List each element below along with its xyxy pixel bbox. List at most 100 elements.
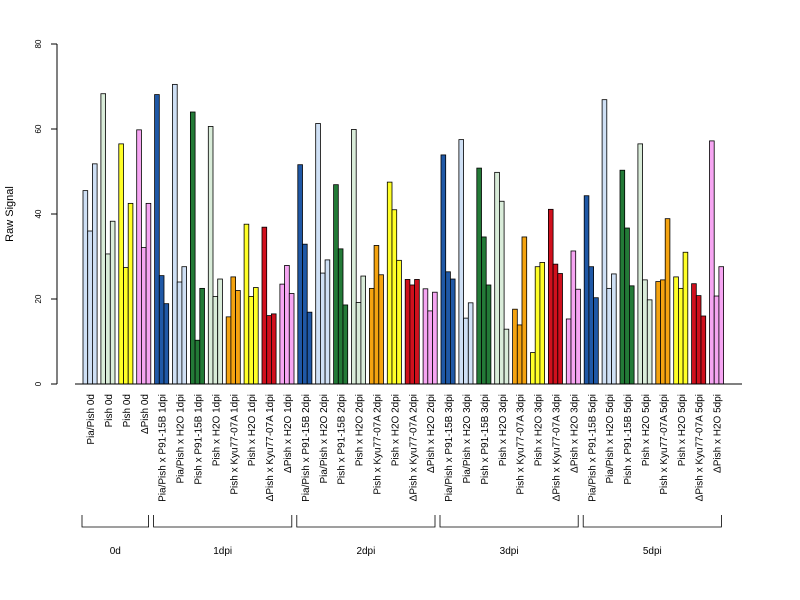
x-tick-label: ΔPish x Kyu77-07A 1dpi <box>265 394 276 501</box>
bar <box>606 287 612 385</box>
x-tick-label: Pish x H2O 5dpi <box>677 394 688 466</box>
bar <box>624 227 630 385</box>
bar <box>261 226 268 385</box>
bar <box>512 308 518 385</box>
x-tick-label: Pia/Pish 0d <box>86 394 97 445</box>
x-tick-label: ΔPish x H2O 1dpi <box>283 394 294 473</box>
y-tick-label: 40 <box>34 209 43 218</box>
bar <box>123 267 129 385</box>
bar <box>306 311 313 385</box>
group-label: 5dpi <box>643 546 662 557</box>
group-label: 3dpi <box>500 546 519 557</box>
bar <box>324 259 331 385</box>
bar <box>695 295 702 385</box>
x-tick-label: Pish 0d <box>122 394 133 427</box>
x-tick-label: ΔPish x H2O 5dpi <box>713 394 724 473</box>
group-bracket <box>153 515 293 528</box>
x-tick-label: Pia/Pish x H2O 3dpi <box>462 394 473 484</box>
bar <box>709 140 715 385</box>
bar <box>530 352 536 385</box>
bar <box>87 230 93 385</box>
bar <box>100 93 107 385</box>
bar <box>391 209 398 385</box>
x-tick-label: Pish x H2O 2dpi <box>355 394 366 466</box>
bar <box>284 265 290 385</box>
bar <box>422 288 429 385</box>
x-tick-label: Pia/Pish x P91-15B 1dpi <box>158 394 169 502</box>
bar <box>646 299 653 385</box>
bar <box>212 296 219 385</box>
x-tick-label: Pia/Pish x P91-15B 3dpi <box>444 394 455 502</box>
bar <box>145 202 152 385</box>
bar <box>481 236 487 385</box>
bar <box>565 318 572 385</box>
x-tick-label: ΔPish x H2O 2dpi <box>426 394 437 473</box>
bar <box>302 243 308 385</box>
x-tick-label: Pish 0d <box>104 394 115 427</box>
bar <box>427 310 433 385</box>
bar <box>664 218 671 385</box>
bar <box>449 278 456 385</box>
y-tick-label: 60 <box>34 124 43 133</box>
bar <box>629 285 635 385</box>
bar <box>678 287 684 385</box>
bar <box>172 83 178 385</box>
bar <box>601 99 608 385</box>
bar <box>342 304 349 385</box>
bar <box>189 111 196 385</box>
bar <box>288 293 295 385</box>
bar <box>337 248 344 385</box>
x-tick-label: Pia/Pish x H2O 5dpi <box>605 394 616 484</box>
bar <box>534 266 541 385</box>
x-tick-label: Pish x H2O 3dpi <box>534 394 545 466</box>
bar <box>136 129 142 385</box>
bar <box>118 143 124 385</box>
bar <box>588 266 595 385</box>
bar <box>485 284 492 385</box>
bar <box>458 139 464 385</box>
bar <box>432 291 438 385</box>
bar <box>92 163 98 385</box>
bar <box>181 266 187 385</box>
group-bracket <box>296 515 436 528</box>
x-tick-label: ΔPish x Kyu77-07A 3dpi <box>551 394 562 501</box>
bar <box>194 339 201 385</box>
bar <box>279 283 285 385</box>
bar <box>225 316 232 385</box>
x-tick-label: Pish x H2O 5dpi <box>641 394 652 466</box>
x-tick-label: Pish x H2O 1dpi <box>247 394 258 466</box>
y-axis: 0 20 40 60 80 <box>34 39 58 386</box>
bar <box>360 275 366 385</box>
bar <box>463 317 469 385</box>
group-label: 2dpi <box>356 546 375 557</box>
bar <box>154 94 160 385</box>
bar <box>552 263 559 385</box>
bar <box>521 236 528 385</box>
bar <box>355 301 362 385</box>
bar <box>445 271 451 385</box>
x-tick-label: Pish x Kyu77-07A 3dpi <box>516 394 527 495</box>
x-tick-label: ΔPish x Kyu77-07A 2dpi <box>408 394 419 501</box>
bar <box>660 279 666 385</box>
bar <box>494 171 500 385</box>
bar <box>498 200 505 385</box>
bar <box>619 169 626 385</box>
y-tick-label: 0 <box>34 381 43 386</box>
bar <box>440 154 447 385</box>
x-tick-label: Pish x P91-15B 2dpi <box>337 394 348 485</box>
bar <box>109 220 116 385</box>
bar <box>333 184 339 385</box>
bar <box>548 208 554 385</box>
bar <box>516 324 523 385</box>
group-bracket <box>439 515 579 528</box>
bar <box>682 251 689 385</box>
bar <box>368 287 375 385</box>
x-tick-label: Pish x Kyu77-07A 5dpi <box>659 394 670 495</box>
bar <box>409 284 415 385</box>
bar <box>140 247 147 385</box>
bar <box>270 313 277 385</box>
x-tick-label: ΔPish 0d <box>140 394 151 434</box>
x-tick-label: Pish x H2O 3dpi <box>498 394 509 466</box>
x-tick-label: Pish x H2O 2dpi <box>390 394 401 466</box>
